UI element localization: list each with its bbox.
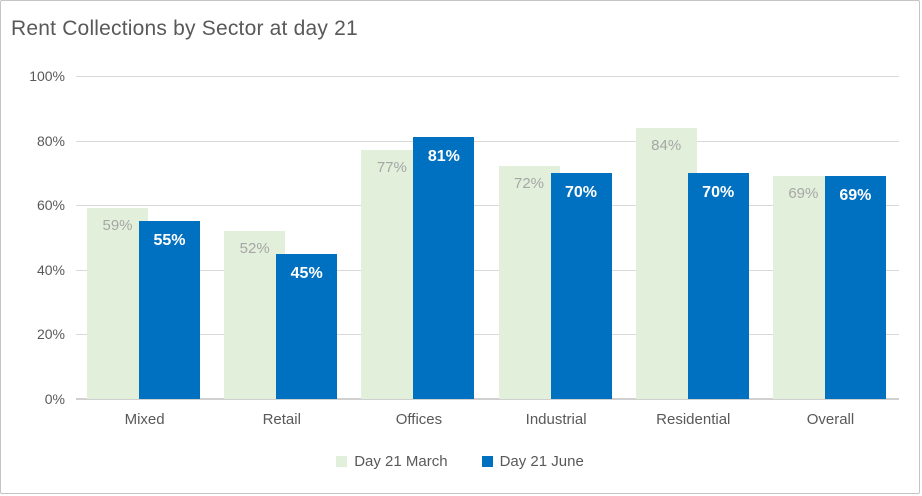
x-axis-label-residential: Residential: [656, 411, 731, 428]
y-axis-label: 80%: [36, 132, 65, 149]
y-axis-label: 60%: [36, 197, 65, 214]
bar-group-residential: 84% 70%: [625, 76, 762, 399]
bar-day-21-june-overall: 69%: [824, 176, 886, 399]
data-label: 70%: [565, 183, 598, 201]
bar-day-21-june-offices: 81%: [413, 137, 475, 399]
gridline: [76, 76, 899, 77]
gridline: [76, 205, 899, 207]
y-axis-label: 0%: [44, 391, 65, 407]
bar-group-overall: 69% 69%: [762, 76, 899, 399]
bar-day-21-march-offices: 77%: [361, 150, 423, 399]
bar-day-21-march-residential: 84%: [635, 127, 697, 399]
chart-title: Rent Collections by Sector at day 21: [11, 17, 358, 40]
data-label: 70%: [702, 183, 735, 201]
legend-item-day-21-june: Day 21 June: [481, 453, 584, 470]
x-axis-labels: Mixed Retail Offices Industrial Residential O…: [76, 411, 899, 428]
legend-swatch-icon: [336, 456, 348, 467]
bar-group-industrial: 72% 70%: [488, 76, 625, 399]
data-label: 55%: [153, 232, 186, 250]
plot-area: 59% 55% 52% 45% 77% 81% 72% 70% 84% 70% 69% 69%: [76, 76, 899, 400]
bar-day-21-march-industrial: 72%: [498, 166, 560, 399]
gridline: [76, 269, 899, 271]
gridline: [76, 334, 899, 336]
y-axis-label: 100%: [29, 68, 65, 84]
legend-item-day-21-march: Day 21 March: [336, 453, 448, 470]
y-axis-label: 40%: [36, 261, 65, 278]
bar-day-21-june-mixed: 55%: [139, 221, 200, 399]
bar-day-21-june-residential: 70%: [687, 172, 749, 399]
bar-group-mixed: 59% 55%: [76, 76, 213, 399]
bar-day-21-june-retail: 45%: [276, 253, 338, 399]
bar-group-offices: 77% 81%: [350, 76, 487, 399]
legend: Day 21 March Day 21 June: [1, 453, 919, 470]
x-axis-label-overall: Overall: [806, 411, 855, 428]
bar-day-21-march-mixed: 59%: [87, 208, 148, 399]
bar-day-21-june-industrial: 70%: [550, 172, 612, 399]
bar-group-retail: 52% 45%: [213, 76, 350, 399]
legend-label: Day 21 March: [354, 453, 448, 470]
gridline: [76, 140, 899, 142]
data-label: 69%: [839, 187, 872, 205]
legend-label: Day 21 June: [499, 453, 584, 470]
x-axis-label-mixed: Mixed: [124, 411, 165, 428]
data-label: 59%: [102, 217, 133, 235]
data-label: 84%: [651, 136, 682, 154]
y-axis-label: 20%: [36, 326, 65, 343]
data-label: 69%: [788, 185, 819, 203]
x-axis-label-industrial: Industrial: [525, 411, 587, 428]
legend-swatch-icon: [481, 456, 493, 467]
data-label: 81%: [427, 148, 460, 166]
x-axis-label-offices: Offices: [395, 411, 443, 428]
x-axis-line: [76, 398, 899, 400]
bar-groups: 59% 55% 52% 45% 77% 81% 72% 70% 84% 70% 69% 69%: [76, 76, 899, 399]
data-label: 72%: [514, 175, 545, 193]
data-label: 77%: [376, 159, 407, 177]
bar-day-21-march-retail: 52%: [224, 231, 286, 399]
data-label: 52%: [239, 240, 270, 258]
x-axis-label-retail: Retail: [262, 411, 301, 428]
bar-day-21-march-overall: 69%: [772, 176, 834, 399]
data-label: 45%: [290, 264, 323, 282]
